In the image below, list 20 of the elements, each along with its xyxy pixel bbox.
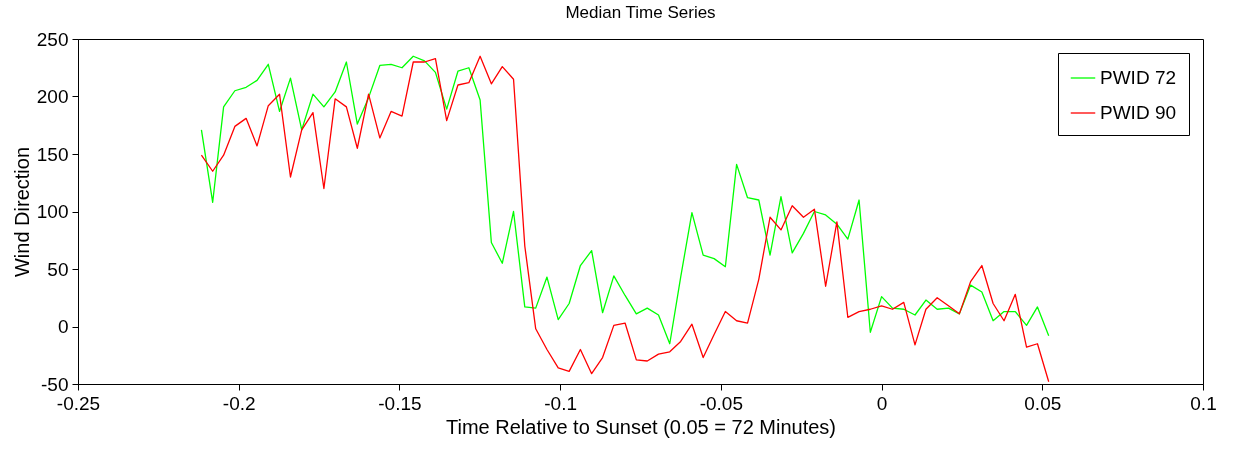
- chart-title: Median Time Series: [565, 3, 716, 22]
- x-axis-title: Time Relative to Sunset (0.05 = 72 Minutes): [446, 415, 836, 438]
- y-tick-label: 100: [36, 201, 69, 222]
- x-tick-label: -0.1: [544, 392, 578, 414]
- x-tick-label: 0.1: [1190, 392, 1217, 414]
- y-tick-label: 250: [36, 28, 69, 50]
- legend-label: PWID 90: [1100, 102, 1177, 123]
- x-tick-label: 0.05: [1024, 392, 1062, 414]
- x-tick-label: -0.2: [222, 392, 256, 414]
- y-tick-label: 50: [47, 258, 69, 280]
- x-tick-label: -0.25: [56, 392, 101, 414]
- legend-label: PWID 72: [1100, 67, 1177, 88]
- y-tick-label: -50: [41, 373, 69, 395]
- x-tick-label: -0.05: [699, 392, 744, 414]
- y-tick-label: 200: [36, 86, 69, 107]
- y-axis-title: Wind Direction: [10, 146, 33, 278]
- x-tick-label: 0: [876, 392, 888, 414]
- y-tick-label: 0: [57, 316, 69, 337]
- y-tick-label: 150: [36, 143, 69, 165]
- x-tick-label: -0.15: [378, 392, 422, 414]
